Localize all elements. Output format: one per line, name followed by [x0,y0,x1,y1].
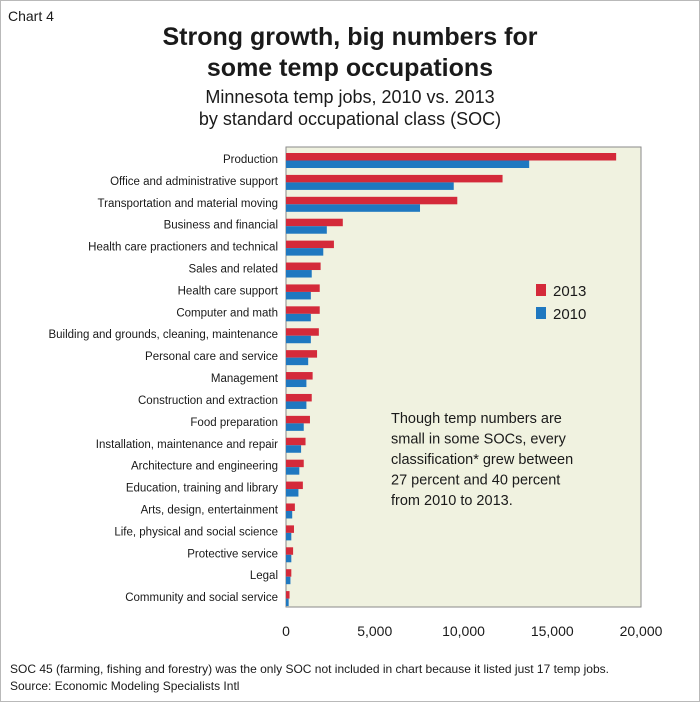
category-label-15: Education, training and library [126,483,278,495]
bar-2010-0 [286,160,530,168]
x-tick-label-4: 20,000 [620,623,663,639]
category-label-18: Protective service [187,548,278,560]
bar-2013-8 [286,328,319,336]
bar-2013-17 [286,525,294,533]
bar-2013-4 [286,240,334,249]
category-label-12: Food preparation [190,417,278,429]
bar-2010-20 [286,598,289,607]
bar-2013-20 [286,591,290,599]
category-label-17: Life, physical and social science [114,526,278,538]
bar-2013-18 [286,547,294,555]
bar-2010-15 [286,489,299,497]
x-axis-ticks: 0 5,000 10,000 15,000 20,000 [282,623,663,639]
bar-2010-6 [286,291,311,300]
footnote-line-1: SOC 45 (farming, fishing and forestry) w… [10,662,609,676]
bar-2010-10 [286,379,307,388]
category-label-1: Office and administrative support [110,176,279,188]
bar-2013-16 [286,503,295,511]
legend-label-2013: 2013 [553,283,586,300]
footnote: SOC 45 (farming, fishing and forestry) w… [10,661,609,695]
source-line: Source: Economic Modeling Specialists In… [10,679,240,693]
legend: 2013 2010 [536,283,586,323]
x-tick-label-3: 15,000 [531,623,574,639]
bar-2013-19 [286,569,292,577]
bar-2013-2 [286,196,458,205]
title-line-1: Strong growth, big numbers for [162,23,538,51]
subtitle-line-2: by standard occupational class (SOC) [198,109,502,129]
annotation-line-1: Though temp numbers are [391,411,562,427]
bar-2010-17 [286,532,292,541]
chart-subtitle: Minnesota temp jobs, 2010 vs. 2013 by st… [0,86,700,130]
bar-2013-13 [286,437,306,446]
x-tick-label-0: 0 [282,623,290,639]
bar-2010-13 [286,445,302,453]
subtitle-line-1: Minnesota temp jobs, 2010 vs. 2013 [205,87,495,107]
annotation-line-5: from 2010 to 2013. [391,493,513,509]
bar-2013-1 [286,174,503,183]
bar-group [286,153,617,607]
category-label-20: Community and social service [125,592,278,604]
category-label-7: Computer and math [176,307,278,319]
annotation-line-4: 27 percent and 40 percent [391,473,560,489]
category-label-19: Legal [250,570,278,582]
bar-2010-1 [286,182,454,190]
bar-2010-7 [286,313,311,322]
category-label-9: Personal care and service [145,351,278,363]
bar-2013-11 [286,393,312,402]
bar-2010-18 [286,554,292,563]
legend-label-2010: 2010 [553,306,586,323]
category-label-10: Management [211,373,279,385]
bar-2010-12 [286,423,304,431]
bar-2013-14 [286,459,304,468]
annotation-line-2: small in some SOCs, every [391,432,567,448]
category-label-3: Business and financial [164,220,278,232]
category-label-4: Health care practioners and technical [88,242,278,254]
bar-2010-5 [286,270,312,278]
bar-2013-3 [286,218,343,227]
bar-2010-3 [286,226,327,234]
category-label-6: Health care support [178,285,279,297]
bar-2013-5 [286,262,321,271]
bar-2010-9 [286,357,309,366]
category-labels: Production Office and administrative supp… [48,154,278,604]
bar-2010-11 [286,401,307,409]
bar-2010-16 [286,510,293,519]
x-tick-label-2: 10,000 [442,623,485,639]
category-label-5: Sales and related [188,264,278,276]
category-label-16: Arts, design, entertainment [141,504,279,516]
annotation-line-3: classification* grew between [391,452,573,468]
annotation-note: Though temp numbers are small in some SOC… [391,411,573,509]
category-label-2: Transportation and material moving [98,198,278,210]
category-label-14: Architecture and engineering [131,461,278,473]
category-label-13: Installation, maintenance and repair [96,439,278,451]
bar-2013-7 [286,306,320,314]
bar-2013-9 [286,350,318,358]
bar-2010-2 [286,204,421,212]
bar-2013-10 [286,372,313,380]
category-label-8: Building and grounds, cleaning, maintena… [48,329,278,341]
bar-2013-6 [286,284,320,292]
legend-swatch-2010 [536,307,546,319]
title-line-2: some temp occupations [206,54,494,82]
category-label-11: Construction and extraction [138,395,278,407]
chart-number-label: Chart 4 [8,8,54,24]
bar-2013-12 [286,415,310,424]
legend-swatch-2013 [536,284,546,296]
bar-2010-8 [286,335,311,344]
bar-2010-14 [286,467,300,475]
bar-2013-0 [286,153,617,161]
chart-title: Strong growth, big numbers for some temp… [0,22,700,84]
x-tick-label-1: 5,000 [357,623,392,639]
plot-area [285,146,642,608]
bar-2010-4 [286,248,324,256]
category-label-0: Production [223,154,278,166]
bar-2013-15 [286,481,303,490]
bar-2010-19 [286,576,291,585]
